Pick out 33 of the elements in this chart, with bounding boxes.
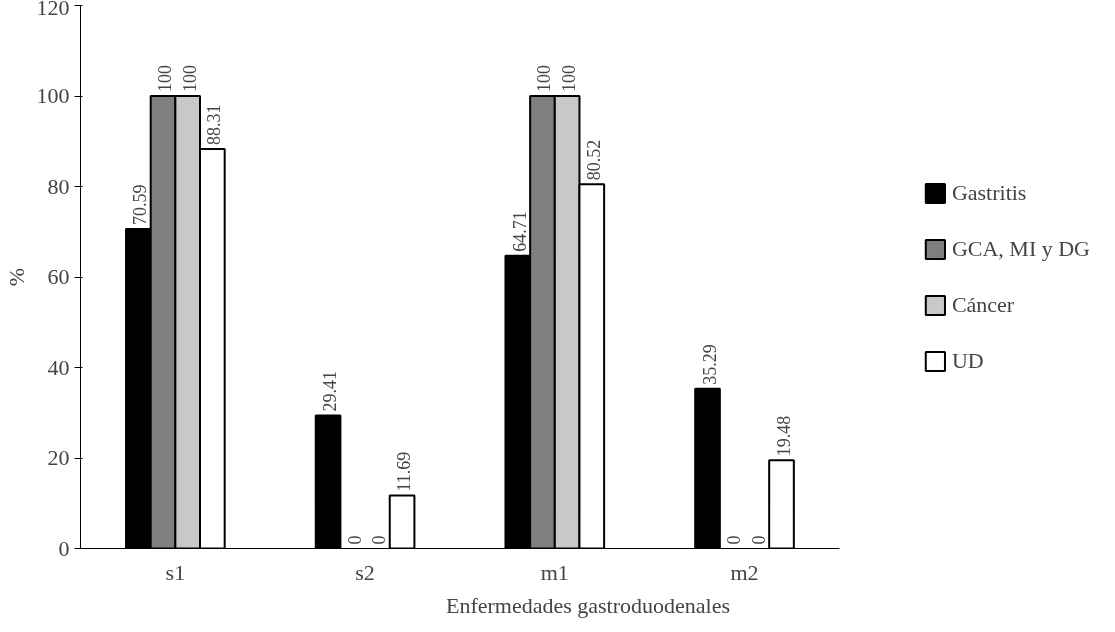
data-label: 0 bbox=[748, 535, 769, 545]
legend-label: Cáncer bbox=[951, 291, 1015, 318]
legend-label: GCA, MI y DG bbox=[951, 235, 1090, 262]
data-label: 100 bbox=[534, 65, 555, 92]
data-label: 80.52 bbox=[583, 139, 604, 181]
x-tick-label: s2 bbox=[355, 559, 375, 585]
x-tick-label: m2 bbox=[730, 559, 759, 585]
y-tick-label: 60 bbox=[47, 264, 70, 289]
x-tick-label: s1 bbox=[165, 559, 186, 585]
data-label: 88.31 bbox=[204, 104, 225, 145]
data-label: 0 bbox=[724, 535, 745, 545]
x-tick-label: m1 bbox=[540, 559, 569, 585]
data-label: 19.48 bbox=[773, 415, 794, 457]
legend-label: UD bbox=[951, 347, 984, 374]
data-label: 35.29 bbox=[699, 344, 720, 385]
legend-label: Gastritis bbox=[951, 179, 1027, 206]
y-tick-label: 120 bbox=[36, 0, 70, 20]
data-label: 0 bbox=[344, 535, 365, 545]
data-label: 11.69 bbox=[394, 451, 415, 492]
data-label: 64.71 bbox=[509, 211, 530, 252]
y-axis-title: % bbox=[3, 267, 29, 287]
y-tick-label: 100 bbox=[36, 83, 70, 108]
y-tick-label: 80 bbox=[47, 173, 70, 199]
data-label: 70.59 bbox=[130, 184, 151, 226]
data-label: 0 bbox=[369, 535, 390, 545]
y-tick-label: 20 bbox=[47, 445, 70, 470]
data-label: 100 bbox=[559, 65, 580, 92]
data-label: 100 bbox=[179, 65, 200, 92]
y-tick-label: 40 bbox=[47, 354, 70, 380]
y-tick-label: 0 bbox=[58, 535, 70, 561]
data-label: 100 bbox=[155, 65, 176, 92]
data-label: 29.41 bbox=[320, 370, 341, 412]
x-axis-title: Enfermedades gastroduodenales bbox=[445, 592, 731, 618]
